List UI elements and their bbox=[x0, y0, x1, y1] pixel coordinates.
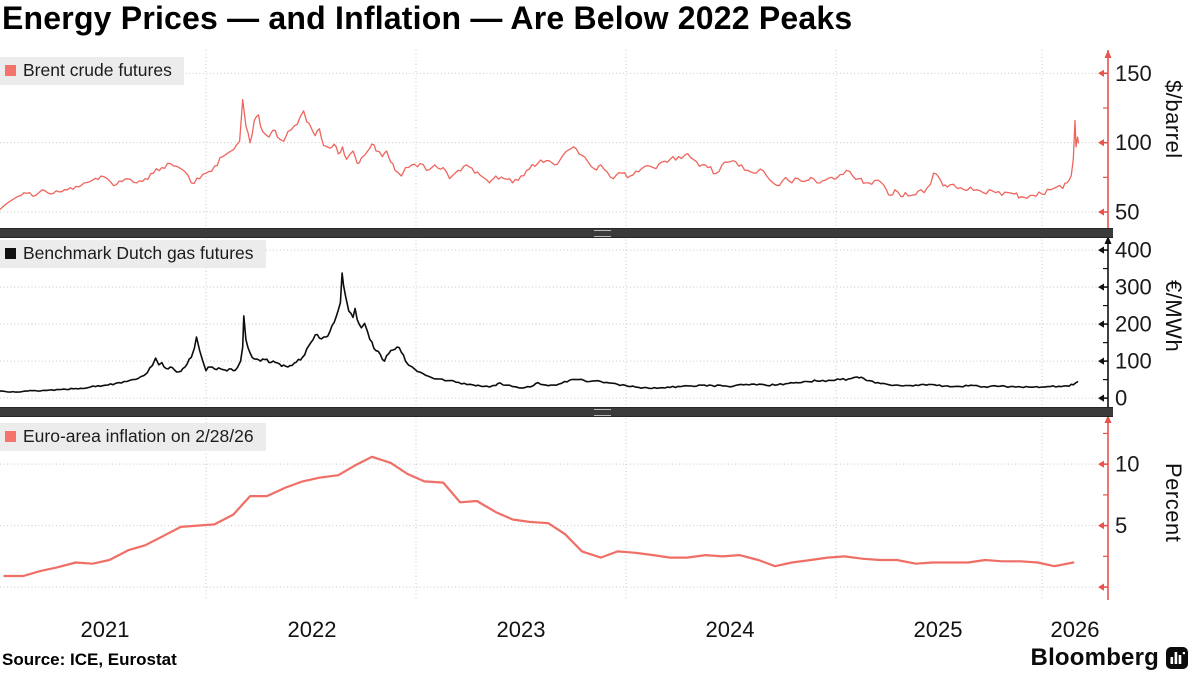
panel-divider-1[interactable] bbox=[0, 228, 1113, 238]
svg-text:300: 300 bbox=[1115, 275, 1152, 300]
panel-brent: 150 100 50 bbox=[0, 50, 1198, 228]
panel-inflation: 10 5 bbox=[0, 415, 1198, 600]
x-tick-2026: 2026 bbox=[1050, 617, 1100, 642]
svg-text:200: 200 bbox=[1115, 312, 1152, 337]
divider-grip-icon bbox=[594, 230, 611, 237]
svg-text:400: 400 bbox=[1115, 238, 1152, 263]
bloomberg-logo-icon bbox=[1166, 647, 1188, 669]
y-axis-unit-barrel: $/barrel bbox=[1161, 80, 1186, 159]
x-axis: 2021 2022 2023 2024 2025 2026 bbox=[0, 617, 1198, 643]
x-tick-2023: 2023 bbox=[496, 617, 546, 642]
svg-text:0: 0 bbox=[1115, 386, 1127, 407]
legend-swatch-dutch-gas bbox=[5, 248, 16, 259]
source-note: Source: ICE, Eurostat bbox=[2, 650, 177, 669]
panel-divider-2[interactable] bbox=[0, 407, 1113, 417]
svg-text:5: 5 bbox=[1115, 513, 1127, 538]
bloomberg-wordmark: Bloomberg bbox=[1030, 644, 1159, 671]
legend-brent: Brent crude futures bbox=[0, 57, 184, 85]
x-tick-2024: 2024 bbox=[705, 617, 755, 642]
legend-label-inflation: Euro-area inflation on 2/28/26 bbox=[23, 426, 254, 446]
x-tick-2022: 2022 bbox=[287, 617, 337, 642]
svg-text:100: 100 bbox=[1115, 130, 1152, 155]
legend-inflation: Euro-area inflation on 2/28/26 bbox=[0, 423, 266, 451]
legend-label-brent: Brent crude futures bbox=[23, 60, 172, 80]
bloomberg-branding: Bloomberg bbox=[1031, 644, 1188, 672]
y-axis-unit-percent: Percent bbox=[1161, 463, 1186, 543]
legend-swatch-inflation bbox=[5, 431, 16, 442]
legend-swatch-brent bbox=[5, 65, 16, 76]
svg-text:50: 50 bbox=[1115, 200, 1139, 225]
legend-label-dutch-gas: Benchmark Dutch gas futures bbox=[23, 243, 254, 263]
panel-dutch-gas: 400 300 200 100 0 bbox=[0, 236, 1198, 407]
svg-text:150: 150 bbox=[1115, 61, 1152, 86]
x-tick-2021: 2021 bbox=[80, 617, 130, 642]
svg-text:10: 10 bbox=[1115, 452, 1139, 477]
svg-text:100: 100 bbox=[1115, 349, 1152, 374]
y-axis-unit-mwh: €/MWh bbox=[1161, 280, 1186, 353]
chart-title: Energy Prices — and Inflation — Are Belo… bbox=[2, 0, 853, 36]
divider-grip-icon bbox=[594, 409, 611, 416]
x-tick-2025: 2025 bbox=[913, 617, 963, 642]
legend-dutch-gas: Benchmark Dutch gas futures bbox=[0, 240, 266, 268]
